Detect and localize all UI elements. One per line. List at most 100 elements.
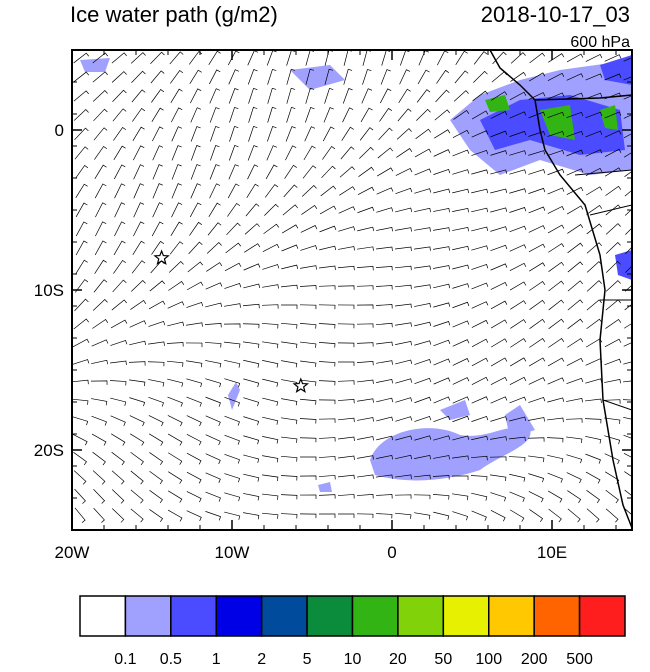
wind-barb xyxy=(528,377,546,385)
wind-barb xyxy=(529,318,546,329)
wind-barb xyxy=(375,494,393,499)
wind-barb xyxy=(110,433,126,446)
wind-barb xyxy=(376,360,393,365)
wind-barb xyxy=(397,108,412,122)
wind-barb xyxy=(286,106,296,123)
wind-barb xyxy=(113,240,126,256)
wind-barb xyxy=(586,204,603,215)
wind-barb xyxy=(567,261,583,273)
wind-barb xyxy=(548,261,565,272)
wind-barb xyxy=(167,378,184,387)
wind-barb xyxy=(205,415,221,427)
wind-barb xyxy=(131,89,146,103)
wind-barb xyxy=(337,304,355,310)
wind-barb xyxy=(376,378,393,384)
wind-barb xyxy=(337,323,355,329)
wind-barb xyxy=(395,397,413,403)
wind-barb xyxy=(248,106,258,123)
wind-barb xyxy=(262,243,280,252)
wind-barb xyxy=(414,474,431,480)
wind-barb xyxy=(586,299,602,311)
wind-barb xyxy=(414,321,432,327)
wind-barb xyxy=(267,87,277,104)
wind-barb xyxy=(586,242,602,254)
wind-barb xyxy=(113,164,126,180)
wind-barb xyxy=(94,164,107,180)
wind-barb xyxy=(586,318,603,330)
wind-barb xyxy=(585,73,603,81)
wind-barb xyxy=(623,342,632,347)
wind-barb xyxy=(490,169,508,175)
wind-barb xyxy=(454,70,469,84)
wind-barb xyxy=(548,338,565,348)
wind-barb xyxy=(205,434,221,446)
wind-barb xyxy=(112,279,127,293)
wind-barb xyxy=(187,261,204,273)
wind-barb xyxy=(585,186,603,196)
wind-barb xyxy=(567,280,583,292)
wind-barb xyxy=(433,435,451,441)
wind-barb xyxy=(151,240,165,255)
colorbar-box xyxy=(397,595,445,637)
wind-barb xyxy=(547,417,564,423)
wind-barb xyxy=(490,300,508,310)
wind-barb xyxy=(529,509,544,523)
wind-barb xyxy=(285,145,297,161)
wind-barb xyxy=(357,186,375,196)
wind-barb xyxy=(281,244,299,252)
wind-barb xyxy=(186,415,202,427)
wind-barb xyxy=(170,88,183,104)
wind-barb xyxy=(529,262,546,272)
wind-barb xyxy=(396,128,412,140)
wind-barb xyxy=(343,50,352,66)
wind-barb xyxy=(490,338,508,348)
wind-barb xyxy=(281,417,298,425)
wind-barb xyxy=(471,110,489,120)
wind-barb xyxy=(433,283,451,289)
wind-barb xyxy=(227,50,240,66)
wind-barb xyxy=(566,472,582,484)
wind-barb xyxy=(110,319,128,329)
wind-barb xyxy=(152,145,164,161)
wind-barb xyxy=(509,473,526,482)
wind-barb xyxy=(624,208,632,216)
wind-barb xyxy=(585,338,603,348)
colorbar-box xyxy=(79,595,127,637)
wind-barb xyxy=(362,50,372,66)
wind-barb xyxy=(167,415,183,427)
wind-barb xyxy=(395,284,412,290)
wind-barb xyxy=(148,320,166,327)
colorbar-label: 2 xyxy=(257,651,266,667)
wind-barb xyxy=(94,259,107,274)
wind-barb xyxy=(148,341,165,346)
colorbar-box xyxy=(533,595,581,637)
x-tick-label: 10W xyxy=(215,543,250,562)
wind-barb xyxy=(204,322,222,328)
wind-barb xyxy=(324,87,334,104)
wind-barb xyxy=(74,279,89,293)
wind-barb xyxy=(566,53,584,63)
wind-barb xyxy=(245,203,260,217)
wind-barb xyxy=(130,489,144,504)
wind-barb xyxy=(434,129,451,139)
wind-barb xyxy=(281,398,298,406)
wind-barb xyxy=(566,149,584,157)
wind-barb xyxy=(452,129,470,139)
wind-barb xyxy=(299,494,317,499)
wind-barb xyxy=(262,264,280,270)
wind-barb xyxy=(566,168,584,176)
wind-barb xyxy=(566,454,583,464)
wind-barb xyxy=(229,125,239,142)
wind-barb xyxy=(492,51,507,65)
wind-barb xyxy=(566,92,584,100)
wind-barb xyxy=(111,52,127,64)
wind-barb xyxy=(414,435,432,441)
wind-barb xyxy=(566,73,584,81)
wind-barb xyxy=(73,52,90,64)
wind-barb xyxy=(318,418,336,423)
wind-barb xyxy=(186,301,204,308)
wind-barb xyxy=(111,470,125,485)
wind-barb xyxy=(262,436,279,444)
wind-barb xyxy=(286,87,296,104)
wind-barb xyxy=(548,299,565,311)
